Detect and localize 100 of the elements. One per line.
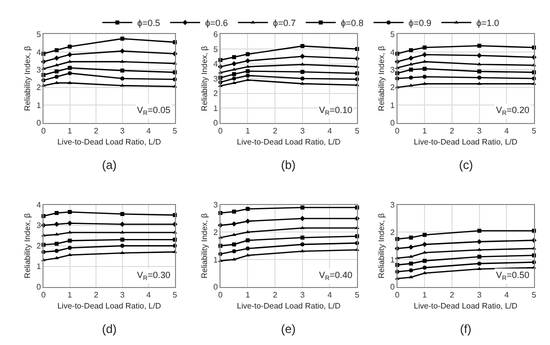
point (68, 66, 72, 70)
x-tick-label: 5 (354, 290, 360, 300)
point (476, 239, 482, 244)
x-tick-label: 1 (68, 290, 73, 300)
y-tick-label: 1 (390, 255, 396, 264)
point (300, 70, 304, 74)
point (408, 56, 414, 61)
legend-label: ϕ=0.9 (408, 18, 432, 28)
point (232, 249, 236, 254)
y-tick-label: 0 (36, 282, 42, 292)
point (245, 58, 250, 64)
legend-label: ϕ=0.6 (205, 18, 228, 28)
y-tick-label: 4 (36, 48, 42, 57)
point (422, 74, 427, 79)
point (422, 258, 427, 263)
text: (e) (281, 322, 296, 336)
point (477, 228, 482, 233)
text: (c) (459, 158, 473, 172)
y-tick-label: 2 (213, 89, 218, 98)
point (120, 84, 125, 87)
point (120, 212, 124, 216)
y-tick-label: 2 (390, 228, 396, 237)
point (68, 44, 72, 49)
y-tick-label: 2 (213, 228, 218, 237)
y-axis-title: Reliability Index, β (376, 46, 386, 112)
x-tick-label: 4 (328, 126, 333, 136)
x-tick-label: 4 (504, 290, 510, 300)
x-tick-label: 2 (272, 290, 278, 300)
y-tick-label: 4 (390, 48, 396, 57)
point (408, 268, 413, 272)
legend-label: ϕ=0.5 (137, 18, 160, 28)
point (120, 36, 124, 41)
point (408, 236, 413, 240)
point (477, 69, 482, 74)
point (300, 44, 304, 48)
point (54, 56, 60, 61)
y-tick-label: 3 (390, 65, 396, 74)
x-tick-label: 3 (300, 126, 306, 136)
point (54, 222, 60, 227)
y-axis-title: Reliability Index, β (376, 212, 386, 278)
y-tick-label: 4 (36, 200, 42, 210)
y-axis-title: Reliability Index, β (23, 212, 32, 278)
x-tick-label: 3 (120, 126, 126, 136)
legend-label: ϕ=0.7 (272, 18, 296, 28)
point (232, 232, 236, 236)
point (54, 256, 59, 260)
point (408, 76, 413, 80)
point (300, 76, 304, 81)
point (245, 218, 250, 224)
point (476, 52, 482, 58)
point (68, 238, 72, 243)
y-tick-label: 3 (213, 74, 218, 84)
y-tick-label: 1 (213, 255, 218, 264)
point (68, 246, 72, 250)
point (477, 262, 482, 266)
point (54, 232, 59, 236)
y-tick-label: 1 (36, 100, 42, 110)
point (246, 206, 250, 211)
x-axis-title: Live-to-Dead Load Ratio, L/D (414, 302, 518, 310)
x-tick-label: 2 (94, 290, 99, 300)
y-tick-label: 1 (390, 100, 396, 110)
annotation: V$_{R}$=0.20 (496, 105, 530, 117)
y-axis-title: Reliability Index, β (23, 46, 32, 112)
x-tick-label: 3 (477, 126, 482, 136)
y-tick-label: 0 (390, 282, 396, 292)
point (422, 66, 427, 71)
text: (b) (281, 158, 296, 172)
point (408, 262, 413, 266)
x-axis-title: Live-to-Dead Load Ratio, L/D (414, 138, 518, 146)
point (68, 210, 72, 214)
point (67, 220, 72, 226)
x-tick-label: 1 (422, 126, 428, 136)
point (408, 244, 414, 250)
point (232, 72, 236, 76)
point (408, 62, 414, 66)
point (408, 68, 413, 72)
point (232, 257, 236, 260)
point (300, 242, 304, 246)
x-tick-label: 1 (246, 126, 251, 136)
point (422, 52, 428, 58)
x-tick-label: 3 (120, 290, 126, 300)
point (67, 52, 72, 58)
point (232, 210, 236, 214)
point (422, 250, 427, 254)
point (477, 44, 482, 48)
x-axis-title: Live-to-Dead Load Ratio, L/D (57, 138, 162, 146)
text: (f) (460, 322, 472, 336)
point (232, 55, 236, 60)
y-tick-label: 0 (36, 118, 42, 128)
point (422, 271, 427, 274)
x-tick-label: 3 (300, 290, 306, 300)
point (120, 76, 124, 81)
x-axis-title: Live-to-Dead Load Ratio, L/D (236, 302, 341, 310)
x-tick-label: 1 (68, 126, 73, 136)
x-tick-label: 5 (172, 290, 178, 300)
text: (a) (102, 158, 117, 172)
point (54, 74, 59, 79)
y-tick-label: 3 (213, 200, 218, 210)
point (54, 248, 59, 253)
point (300, 54, 306, 59)
